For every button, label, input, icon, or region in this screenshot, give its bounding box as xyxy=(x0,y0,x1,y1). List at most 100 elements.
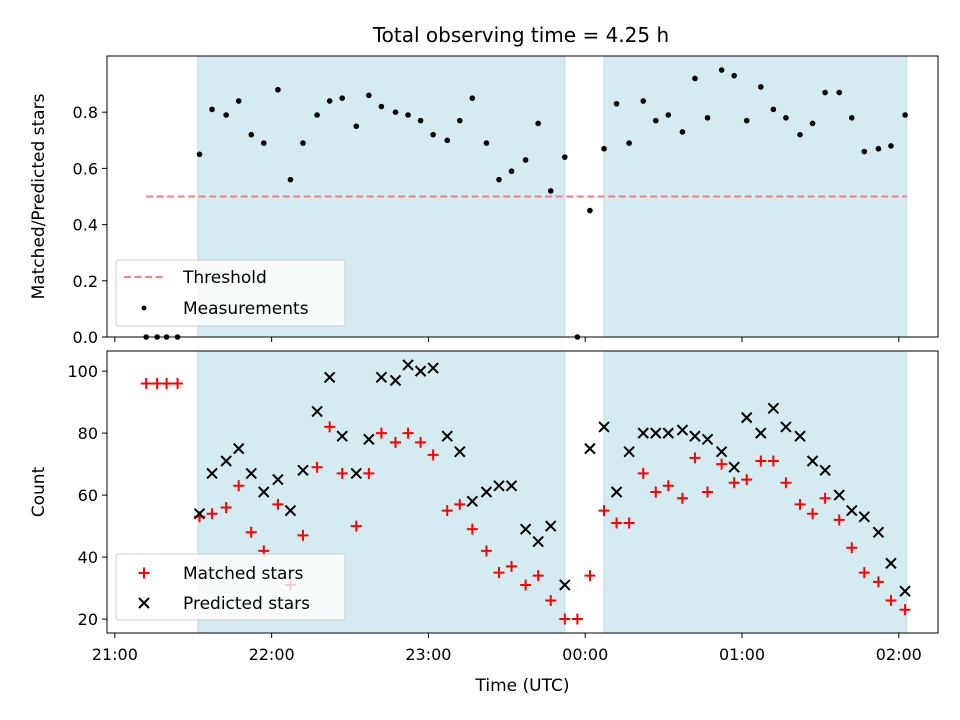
predicted-star-point xyxy=(441,430,453,442)
predicted-star-point xyxy=(806,455,819,467)
measurement-point xyxy=(861,148,868,155)
measurement-point xyxy=(326,98,333,104)
matched-star-point xyxy=(350,520,362,532)
matched-star-point xyxy=(899,604,911,616)
measurement-point xyxy=(665,112,672,118)
predicted-star-point xyxy=(662,427,675,439)
predicted-star-point xyxy=(336,430,348,442)
measurement-point xyxy=(652,117,659,124)
predicted-star-point xyxy=(402,359,414,371)
predicted-star-point xyxy=(532,535,544,548)
predicted-star-point xyxy=(833,489,845,501)
predicted-star-point xyxy=(232,442,245,455)
matched-star-point xyxy=(466,523,478,535)
x-tick-label: 22:00 xyxy=(249,645,295,664)
predicted-star-point xyxy=(885,557,897,569)
measurement-point xyxy=(366,92,372,99)
count-x-ticks: 21:00 22:00 23:00 00:00 01:00 02:00 xyxy=(92,633,922,664)
measurement-point xyxy=(444,137,451,144)
measurement-point xyxy=(508,168,515,175)
measurement-point xyxy=(601,145,607,152)
count-marks xyxy=(140,359,911,625)
measurement-point xyxy=(417,117,424,124)
ratio-y-axis-label: Matched/Predicted stars xyxy=(29,93,49,299)
ratio-legend: Threshold Measurements xyxy=(115,259,346,327)
measurement-point xyxy=(483,140,490,146)
measurement-point xyxy=(235,98,242,104)
measurement-point xyxy=(875,145,882,152)
matched-star-point xyxy=(140,378,152,390)
predicted-star-point xyxy=(220,455,232,467)
matched-star-point xyxy=(375,427,387,439)
matched-star-point xyxy=(172,378,184,390)
predicted-star-point xyxy=(689,430,701,442)
predicted-star-point xyxy=(454,446,466,458)
measurement-point xyxy=(692,75,698,82)
y-tick-label: 20 xyxy=(78,610,98,629)
measurement-point xyxy=(287,176,294,183)
matched-star-point xyxy=(833,514,845,526)
measurement-point xyxy=(456,117,463,124)
y-tick-label: 0.6 xyxy=(73,159,98,178)
shaded-interval-1 xyxy=(603,350,908,634)
predicted-star-point xyxy=(741,411,753,424)
measurement-point xyxy=(547,188,554,194)
matched-star-point xyxy=(311,461,323,473)
measurement-point xyxy=(626,140,632,146)
predicted-star-point xyxy=(637,427,649,439)
predicted-star-point xyxy=(767,402,780,415)
predicted-star-point xyxy=(323,371,336,384)
measurement-point xyxy=(430,131,436,138)
predicted-star-point xyxy=(650,427,662,439)
predicted-star-point xyxy=(206,467,218,480)
measurement-point xyxy=(535,120,541,127)
matched-star-point xyxy=(532,570,544,582)
predicted-star-point xyxy=(284,504,297,517)
x-tick-label: 00:00 xyxy=(562,645,608,664)
predicted-star-point xyxy=(480,486,493,498)
measurement-point xyxy=(223,112,229,118)
matched-star-point xyxy=(780,477,792,489)
predicted-star-point xyxy=(414,365,427,377)
predicted-star-point xyxy=(245,467,257,480)
matched-star-point xyxy=(571,613,583,625)
predicted-star-point xyxy=(846,504,858,517)
matched-star-point xyxy=(427,449,439,461)
predicted-star-point xyxy=(701,433,714,446)
matched-star-point xyxy=(728,477,740,489)
matched-star-point xyxy=(702,486,714,498)
matched-star-point xyxy=(441,505,453,517)
measurement-point xyxy=(783,115,789,121)
predicted-star-point xyxy=(819,464,831,477)
matched-star-point xyxy=(493,567,505,579)
count-legend: Matched stars Predicted stars xyxy=(115,553,346,621)
matched-star-point xyxy=(520,579,532,591)
predicted-star-point xyxy=(505,480,518,492)
measurement-point xyxy=(353,123,360,130)
predicted-star-point xyxy=(545,520,557,532)
measurement-point xyxy=(704,115,711,121)
matched-star-point xyxy=(846,542,858,554)
matched-star-point xyxy=(324,421,336,433)
legend-measurements-swatch xyxy=(141,305,147,311)
measurement-point xyxy=(562,154,568,160)
measurement-point xyxy=(469,95,476,101)
matched-star-point xyxy=(402,427,414,439)
predicted-star-point xyxy=(311,405,323,418)
measurement-point xyxy=(822,89,828,96)
matched-star-point xyxy=(623,517,635,529)
measurement-point xyxy=(902,112,908,118)
measurement-point xyxy=(378,103,385,110)
matched-star-point xyxy=(611,517,623,529)
matched-star-point xyxy=(807,508,819,520)
measurement-point xyxy=(522,157,529,163)
count-y-axis-label: Count xyxy=(29,466,49,517)
measurement-point xyxy=(679,129,686,135)
matched-star-point xyxy=(872,576,884,588)
measurement-point xyxy=(743,117,750,124)
measurement-point xyxy=(260,140,267,146)
matched-star-point xyxy=(650,486,662,498)
ratio-x-ticks xyxy=(114,337,900,342)
matched-star-point xyxy=(415,436,427,448)
